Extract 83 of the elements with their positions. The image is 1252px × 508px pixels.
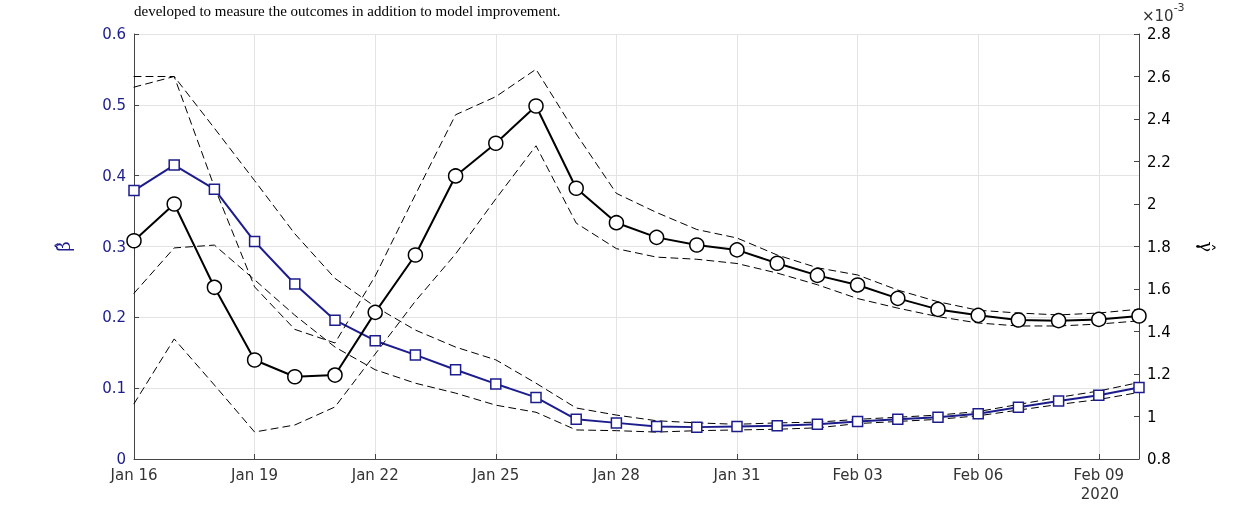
y-tick-label: 0.5 [102, 95, 126, 114]
x-tick-label: Feb 03 [832, 465, 883, 484]
x-tick-label: Feb 09 [1073, 465, 1125, 484]
point [369, 334, 381, 347]
point [409, 349, 422, 361]
point [407, 247, 424, 263]
point [1091, 311, 1107, 328]
point [729, 242, 745, 258]
point [890, 290, 906, 307]
text: developed to measure the outcomes in addition to model improvement. [134, 2, 561, 19]
y2-tick-label: 2.6 [1147, 67, 1171, 86]
y-tick-label: 0.6 [102, 25, 126, 43]
point [1133, 381, 1145, 394]
x-tick-label: Jan 25 [471, 465, 520, 484]
x-tick-label: Jan 19 [230, 465, 279, 484]
point [1012, 401, 1025, 414]
point [168, 159, 180, 171]
point [128, 184, 140, 197]
point [769, 255, 785, 272]
x-tick-label: Jan 22 [350, 465, 399, 484]
y2-tick-label: 0.8 [1147, 450, 1171, 468]
x-tick-label: Jan 16 [109, 465, 158, 484]
point [570, 413, 582, 426]
point [1093, 389, 1105, 401]
point [1052, 395, 1065, 407]
point [691, 421, 703, 433]
x-tick-label: Feb 06 [952, 465, 1004, 484]
y2-tick-label: 2.4 [1147, 110, 1171, 128]
point [731, 420, 743, 433]
point [287, 369, 303, 385]
point [930, 301, 946, 318]
point [972, 407, 984, 420]
y2-tick-label: 1.4 [1147, 322, 1171, 341]
y-tick-label: 0 [116, 450, 126, 468]
point [208, 183, 221, 195]
point [568, 180, 584, 197]
point [771, 419, 783, 432]
y2-tick-label: 2 [1147, 195, 1157, 213]
y-axis-title: β̂ [52, 241, 74, 252]
point [530, 391, 542, 404]
point [449, 364, 462, 376]
point [528, 98, 544, 114]
point [289, 278, 301, 290]
y2-tick-label: 1.2 [1147, 365, 1171, 383]
y-tick-label: 0.1 [102, 379, 126, 398]
y-tick-label: 0.2 [102, 308, 126, 327]
y2-tick-label: 2.8 [1147, 25, 1171, 43]
x-axis-title: 2020 [1080, 484, 1119, 503]
y2-axis-title: γ̂ [1195, 241, 1217, 252]
point [608, 214, 625, 231]
y-tick-label: 0.4 [102, 166, 126, 185]
point [490, 378, 502, 390]
point [126, 233, 142, 249]
point [1010, 312, 1027, 328]
point [648, 229, 665, 246]
point [166, 196, 182, 212]
point [932, 411, 944, 423]
point [689, 237, 705, 253]
point [809, 267, 826, 284]
x-tick-label: Jan 31 [712, 465, 761, 484]
point [1050, 312, 1067, 329]
y-tick-label: 0.3 [102, 237, 126, 256]
y2-tick-label: 1.8 [1147, 237, 1171, 256]
point [892, 413, 904, 426]
point [1131, 308, 1147, 324]
point [329, 314, 341, 326]
y2-tick-label: 1 [1147, 407, 1157, 426]
point [246, 352, 263, 368]
point [849, 277, 866, 293]
x-tick-label: Jan 28 [591, 465, 640, 484]
point [206, 279, 223, 296]
point [970, 307, 986, 324]
point [327, 367, 343, 383]
point [811, 418, 824, 431]
point [248, 235, 261, 248]
point [650, 420, 663, 433]
y2-tick-label: 2.2 [1147, 152, 1171, 171]
point [488, 135, 504, 151]
y2-tick-label: 1.6 [1147, 280, 1171, 298]
point [367, 304, 383, 321]
point [851, 415, 864, 428]
point [610, 417, 623, 429]
point [447, 168, 464, 184]
